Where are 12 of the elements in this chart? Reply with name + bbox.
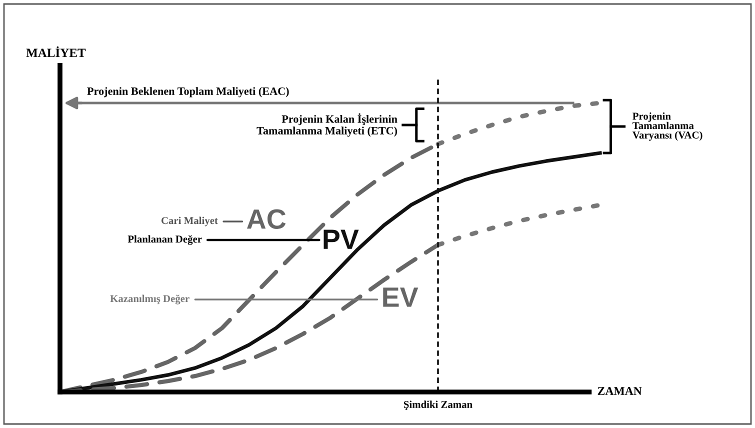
ref-line-label: Projenin Beklenen Toplam Maliyeti (EAC) bbox=[87, 87, 289, 98]
series-label: PV bbox=[324, 230, 359, 249]
text: Şimdiki Zaman bbox=[404, 400, 472, 410]
annotation: Projenin Kalan İşlerinin Tamamlanma Maliyeti (ETC) bbox=[256, 113, 398, 137]
text: Projenin Tamamlanma Varyansı (VAC) bbox=[632, 112, 702, 141]
y-axis-title: MALİYET bbox=[26, 46, 86, 57]
annotation: Cari Maliyet bbox=[161, 216, 218, 226]
annotation: Planlanan Değer bbox=[128, 235, 202, 245]
x-axis-title: ZAMAN bbox=[598, 387, 642, 395]
series-label: AC bbox=[246, 209, 286, 229]
series-label: EV bbox=[383, 288, 418, 307]
annotation: Kazanılmış Değer bbox=[110, 294, 190, 304]
